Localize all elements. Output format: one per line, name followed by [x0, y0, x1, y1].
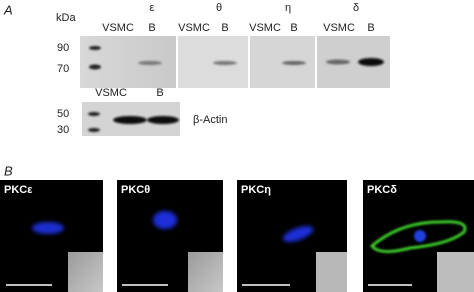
isoform: θ — [216, 2, 222, 14]
lane-label: B — [156, 87, 163, 99]
lane-label: B — [367, 22, 374, 34]
lane-label: B — [148, 22, 155, 34]
image-label: PKCη — [241, 184, 271, 196]
kda-label: kDa — [56, 12, 76, 24]
marker-label: 70 — [57, 63, 69, 75]
marker-label: 50 — [57, 108, 69, 120]
image-label: PKCδ — [367, 184, 397, 196]
micrograph: PKCη — [237, 180, 347, 292]
micrograph: PKCδ — [363, 180, 474, 292]
isoform: η — [285, 2, 291, 14]
marker-label: 90 — [57, 42, 69, 54]
lane-label: VSMC — [249, 22, 281, 34]
lane-label: B — [221, 22, 228, 34]
lane-label: VSMC — [95, 87, 127, 99]
isoform: ε — [150, 2, 155, 14]
image-label: PKCε — [4, 184, 33, 196]
image-label: PKCθ — [121, 184, 150, 196]
lane-label: VSMC — [323, 22, 355, 34]
marker-label: 30 — [57, 124, 69, 136]
actin-label: β-Actin — [193, 114, 227, 126]
isoform: δ — [353, 2, 359, 14]
blot — [80, 36, 390, 88]
lane-label: B — [290, 22, 297, 34]
micrograph: PKCθ — [117, 180, 223, 292]
panel-label: B — [4, 163, 13, 178]
panel-label: A — [3, 2, 13, 17]
actin-blot — [82, 102, 180, 136]
lane-label: VSMC — [102, 22, 134, 34]
lane-label: VSMC — [178, 22, 210, 34]
micrograph: PKCε — [0, 180, 103, 292]
